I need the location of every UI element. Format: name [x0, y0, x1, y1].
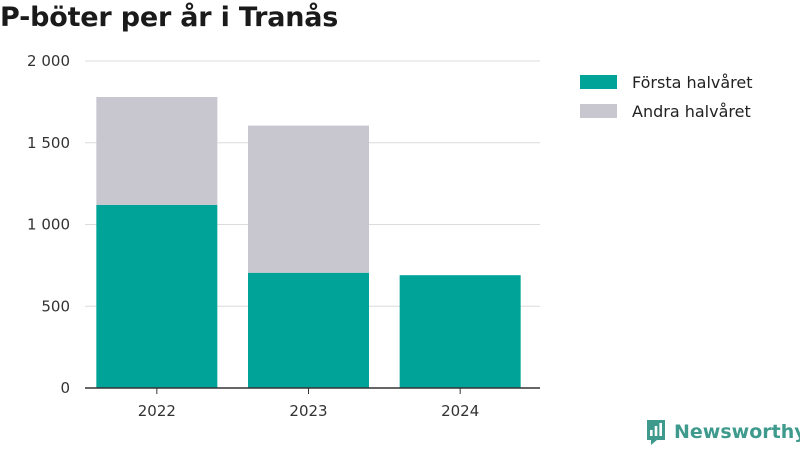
y-tick-label: 500	[41, 297, 70, 315]
legend: Första halvåret Andra halvåret	[580, 70, 753, 128]
legend-swatch-first-half	[580, 75, 617, 89]
x-tick-label: 2023	[289, 402, 327, 420]
legend-label-second-half: Andra halvåret	[632, 101, 751, 121]
legend-item-second-half: Andra halvåret	[580, 99, 753, 123]
newsworthy-logo-icon	[647, 420, 665, 445]
x-tick-label: 2022	[138, 402, 176, 420]
bars	[96, 96, 521, 388]
y-tick-label: 1 000	[27, 216, 70, 234]
x-axis-ticks: 2022 2023 2024	[138, 388, 479, 420]
legend-label-first-half: Första halvåret	[632, 72, 753, 92]
y-axis-ticks: 0 500 1 000 1 500 2 000	[27, 52, 70, 397]
bar-second-half	[248, 125, 369, 273]
y-tick-label: 0	[60, 379, 70, 397]
chart-title: P-böter per år i Tranås	[0, 2, 339, 33]
legend-swatch-second-half	[580, 104, 617, 118]
legend-item-first-half: Första halvåret	[580, 70, 753, 94]
bar-second-half	[96, 96, 218, 205]
bar-first-half	[399, 275, 521, 388]
bar-first-half	[96, 204, 218, 388]
brand-name: Newsworthy	[674, 421, 800, 443]
bar-first-half	[248, 272, 369, 388]
y-tick-label: 2 000	[27, 52, 70, 70]
x-tick-label: 2024	[441, 402, 479, 420]
brand: Newsworthy	[645, 418, 800, 446]
y-tick-label: 1 500	[27, 134, 70, 152]
